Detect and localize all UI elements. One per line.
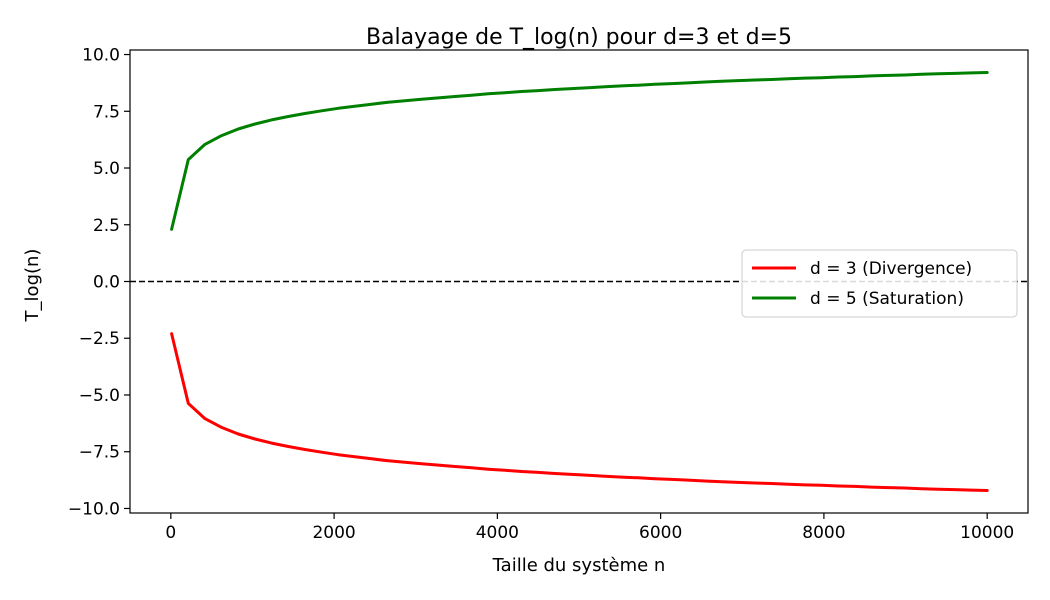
x-tick-label: 2000 [312, 523, 355, 543]
y-tick-label: −10.0 [68, 499, 120, 519]
chart-title: Balayage de T_log(n) pour d=3 et d=5 [366, 25, 792, 50]
y-tick-label: 10.0 [82, 46, 120, 66]
legend-label-d3: d = 3 (Divergence) [810, 259, 972, 279]
x-tick-label: 0 [165, 523, 176, 543]
x-tick-label: 4000 [476, 523, 519, 543]
series-line-d5 [170, 71, 989, 231]
y-tick-label: 5.0 [93, 159, 120, 179]
y-tick-label: 2.5 [93, 216, 120, 236]
y-tick-label: 0.0 [93, 273, 120, 293]
x-tick-label: 8000 [802, 523, 845, 543]
series-line-d3 [170, 332, 989, 492]
y-tick-label: 7.5 [93, 102, 120, 122]
y-tick-label: −5.0 [79, 386, 120, 406]
legend-box [741, 249, 1018, 318]
x-tick-label: 6000 [639, 523, 682, 543]
axes: 0 2000 4000 6000 8000 10000 −10.0 −7.5 −5.0 −2.5 0… [68, 46, 1029, 543]
x-axis-title: Taille du système n [492, 555, 666, 576]
y-tick-label: −7.5 [79, 443, 120, 463]
legend-label-d5: d = 5 (Saturation) [810, 289, 964, 309]
legend: d = 3 (Divergence) d = 5 (Saturation) [741, 249, 1018, 318]
y-tick-label: −2.5 [79, 329, 120, 349]
x-tick-label: 10000 [960, 523, 1014, 543]
y-axis-title: T_log(n) [22, 249, 43, 323]
